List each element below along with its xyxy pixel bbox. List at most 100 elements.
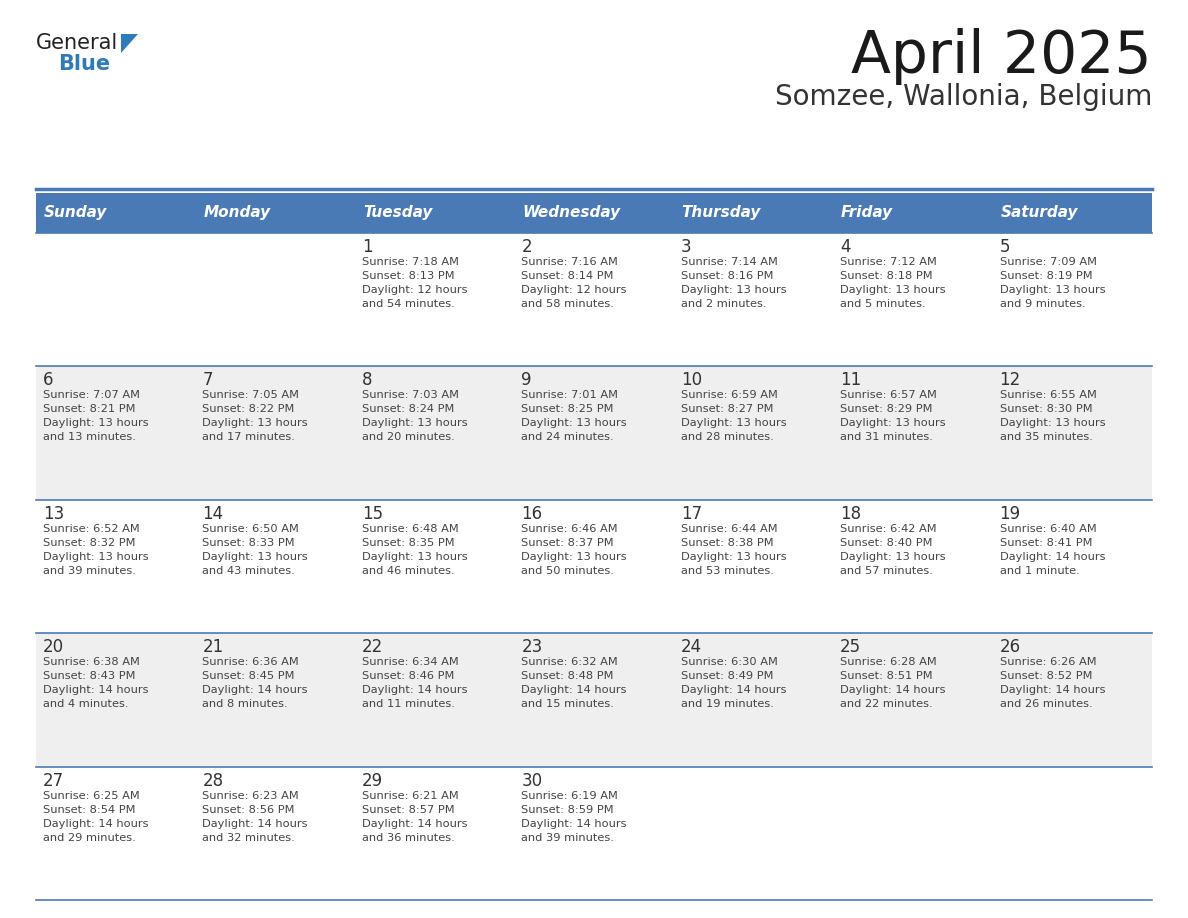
Bar xyxy=(355,233,514,366)
Text: Sunrise: 6:42 AM
Sunset: 8:40 PM
Daylight: 13 hours
and 57 minutes.: Sunrise: 6:42 AM Sunset: 8:40 PM Dayligh… xyxy=(840,524,946,576)
Text: Sunrise: 6:25 AM
Sunset: 8:54 PM
Daylight: 14 hours
and 29 minutes.: Sunrise: 6:25 AM Sunset: 8:54 PM Dayligh… xyxy=(43,790,148,843)
Bar xyxy=(514,366,674,499)
Text: 24: 24 xyxy=(681,638,702,656)
Bar xyxy=(196,633,355,767)
Text: Sunrise: 6:19 AM
Sunset: 8:59 PM
Daylight: 14 hours
and 39 minutes.: Sunrise: 6:19 AM Sunset: 8:59 PM Dayligh… xyxy=(522,790,627,843)
Bar xyxy=(514,633,674,767)
Text: 23: 23 xyxy=(522,638,543,656)
Text: Sunrise: 6:28 AM
Sunset: 8:51 PM
Daylight: 14 hours
and 22 minutes.: Sunrise: 6:28 AM Sunset: 8:51 PM Dayligh… xyxy=(840,657,946,710)
Bar xyxy=(992,366,1152,499)
Text: Sunrise: 6:32 AM
Sunset: 8:48 PM
Daylight: 14 hours
and 15 minutes.: Sunrise: 6:32 AM Sunset: 8:48 PM Dayligh… xyxy=(522,657,627,710)
Text: Sunrise: 6:36 AM
Sunset: 8:45 PM
Daylight: 14 hours
and 8 minutes.: Sunrise: 6:36 AM Sunset: 8:45 PM Dayligh… xyxy=(202,657,308,710)
Bar xyxy=(36,193,196,233)
Text: 10: 10 xyxy=(681,372,702,389)
Text: 5: 5 xyxy=(999,238,1010,256)
Bar xyxy=(36,366,196,499)
Bar xyxy=(674,499,833,633)
Text: Sunrise: 6:26 AM
Sunset: 8:52 PM
Daylight: 14 hours
and 26 minutes.: Sunrise: 6:26 AM Sunset: 8:52 PM Dayligh… xyxy=(999,657,1105,710)
Text: 19: 19 xyxy=(999,505,1020,522)
Bar xyxy=(833,499,992,633)
Text: 7: 7 xyxy=(202,372,213,389)
Bar xyxy=(833,233,992,366)
Text: Sunrise: 6:44 AM
Sunset: 8:38 PM
Daylight: 13 hours
and 53 minutes.: Sunrise: 6:44 AM Sunset: 8:38 PM Dayligh… xyxy=(681,524,786,576)
Bar xyxy=(674,633,833,767)
Text: 21: 21 xyxy=(202,638,223,656)
Text: 18: 18 xyxy=(840,505,861,522)
Text: Sunday: Sunday xyxy=(44,206,107,220)
Bar xyxy=(992,193,1152,233)
Text: Sunrise: 6:21 AM
Sunset: 8:57 PM
Daylight: 14 hours
and 36 minutes.: Sunrise: 6:21 AM Sunset: 8:57 PM Dayligh… xyxy=(362,790,467,843)
Text: Sunrise: 6:55 AM
Sunset: 8:30 PM
Daylight: 13 hours
and 35 minutes.: Sunrise: 6:55 AM Sunset: 8:30 PM Dayligh… xyxy=(999,390,1105,442)
Text: Sunrise: 6:40 AM
Sunset: 8:41 PM
Daylight: 14 hours
and 1 minute.: Sunrise: 6:40 AM Sunset: 8:41 PM Dayligh… xyxy=(999,524,1105,576)
Text: Sunrise: 7:18 AM
Sunset: 8:13 PM
Daylight: 12 hours
and 54 minutes.: Sunrise: 7:18 AM Sunset: 8:13 PM Dayligh… xyxy=(362,257,467,309)
Bar xyxy=(514,193,674,233)
Text: Tuesday: Tuesday xyxy=(362,206,432,220)
Bar xyxy=(196,193,355,233)
Text: 26: 26 xyxy=(999,638,1020,656)
Text: Somzee, Wallonia, Belgium: Somzee, Wallonia, Belgium xyxy=(775,83,1152,111)
Text: 22: 22 xyxy=(362,638,383,656)
Bar xyxy=(674,193,833,233)
Text: 14: 14 xyxy=(202,505,223,522)
Bar xyxy=(514,499,674,633)
Text: Sunrise: 6:46 AM
Sunset: 8:37 PM
Daylight: 13 hours
and 50 minutes.: Sunrise: 6:46 AM Sunset: 8:37 PM Dayligh… xyxy=(522,524,627,576)
Bar xyxy=(833,633,992,767)
Bar xyxy=(833,193,992,233)
Text: Sunrise: 6:48 AM
Sunset: 8:35 PM
Daylight: 13 hours
and 46 minutes.: Sunrise: 6:48 AM Sunset: 8:35 PM Dayligh… xyxy=(362,524,468,576)
Bar xyxy=(514,233,674,366)
Text: Monday: Monday xyxy=(203,206,271,220)
Text: 8: 8 xyxy=(362,372,372,389)
Bar xyxy=(196,366,355,499)
Text: 28: 28 xyxy=(202,772,223,789)
Text: Saturday: Saturday xyxy=(1000,206,1078,220)
Bar xyxy=(355,633,514,767)
Text: 27: 27 xyxy=(43,772,64,789)
Text: Thursday: Thursday xyxy=(682,206,762,220)
Bar xyxy=(355,767,514,900)
Text: Sunrise: 7:07 AM
Sunset: 8:21 PM
Daylight: 13 hours
and 13 minutes.: Sunrise: 7:07 AM Sunset: 8:21 PM Dayligh… xyxy=(43,390,148,442)
Text: 1: 1 xyxy=(362,238,373,256)
Bar xyxy=(833,767,992,900)
Bar xyxy=(514,767,674,900)
Text: 20: 20 xyxy=(43,638,64,656)
Text: Sunrise: 7:03 AM
Sunset: 8:24 PM
Daylight: 13 hours
and 20 minutes.: Sunrise: 7:03 AM Sunset: 8:24 PM Dayligh… xyxy=(362,390,468,442)
Bar xyxy=(355,499,514,633)
Text: 30: 30 xyxy=(522,772,543,789)
Text: Sunrise: 6:50 AM
Sunset: 8:33 PM
Daylight: 13 hours
and 43 minutes.: Sunrise: 6:50 AM Sunset: 8:33 PM Dayligh… xyxy=(202,524,308,576)
Text: 12: 12 xyxy=(999,372,1020,389)
Text: Sunrise: 6:23 AM
Sunset: 8:56 PM
Daylight: 14 hours
and 32 minutes.: Sunrise: 6:23 AM Sunset: 8:56 PM Dayligh… xyxy=(202,790,308,843)
Text: Sunrise: 6:34 AM
Sunset: 8:46 PM
Daylight: 14 hours
and 11 minutes.: Sunrise: 6:34 AM Sunset: 8:46 PM Dayligh… xyxy=(362,657,467,710)
Text: 9: 9 xyxy=(522,372,532,389)
Text: 29: 29 xyxy=(362,772,383,789)
Bar xyxy=(196,767,355,900)
Bar xyxy=(992,767,1152,900)
Bar xyxy=(196,233,355,366)
Bar xyxy=(833,366,992,499)
Bar xyxy=(992,499,1152,633)
Text: 25: 25 xyxy=(840,638,861,656)
Text: Wednesday: Wednesday xyxy=(523,206,620,220)
Text: Sunrise: 7:01 AM
Sunset: 8:25 PM
Daylight: 13 hours
and 24 minutes.: Sunrise: 7:01 AM Sunset: 8:25 PM Dayligh… xyxy=(522,390,627,442)
Text: Friday: Friday xyxy=(841,206,893,220)
Bar xyxy=(36,233,196,366)
Text: Sunrise: 6:30 AM
Sunset: 8:49 PM
Daylight: 14 hours
and 19 minutes.: Sunrise: 6:30 AM Sunset: 8:49 PM Dayligh… xyxy=(681,657,786,710)
Text: Sunrise: 7:09 AM
Sunset: 8:19 PM
Daylight: 13 hours
and 9 minutes.: Sunrise: 7:09 AM Sunset: 8:19 PM Dayligh… xyxy=(999,257,1105,309)
Bar xyxy=(36,633,196,767)
Text: 16: 16 xyxy=(522,505,543,522)
Text: 2: 2 xyxy=(522,238,532,256)
Text: 15: 15 xyxy=(362,505,383,522)
Bar xyxy=(196,499,355,633)
Bar xyxy=(36,499,196,633)
Bar xyxy=(355,193,514,233)
Text: April 2025: April 2025 xyxy=(852,28,1152,85)
Bar xyxy=(674,366,833,499)
Text: Sunrise: 6:57 AM
Sunset: 8:29 PM
Daylight: 13 hours
and 31 minutes.: Sunrise: 6:57 AM Sunset: 8:29 PM Dayligh… xyxy=(840,390,946,442)
Text: Sunrise: 7:12 AM
Sunset: 8:18 PM
Daylight: 13 hours
and 5 minutes.: Sunrise: 7:12 AM Sunset: 8:18 PM Dayligh… xyxy=(840,257,946,309)
Text: Sunrise: 6:38 AM
Sunset: 8:43 PM
Daylight: 14 hours
and 4 minutes.: Sunrise: 6:38 AM Sunset: 8:43 PM Dayligh… xyxy=(43,657,148,710)
Text: Sunrise: 6:52 AM
Sunset: 8:32 PM
Daylight: 13 hours
and 39 minutes.: Sunrise: 6:52 AM Sunset: 8:32 PM Dayligh… xyxy=(43,524,148,576)
Text: 3: 3 xyxy=(681,238,691,256)
Text: Sunrise: 7:14 AM
Sunset: 8:16 PM
Daylight: 13 hours
and 2 minutes.: Sunrise: 7:14 AM Sunset: 8:16 PM Dayligh… xyxy=(681,257,786,309)
Bar xyxy=(992,233,1152,366)
Bar xyxy=(674,233,833,366)
Text: Sunrise: 7:05 AM
Sunset: 8:22 PM
Daylight: 13 hours
and 17 minutes.: Sunrise: 7:05 AM Sunset: 8:22 PM Dayligh… xyxy=(202,390,308,442)
